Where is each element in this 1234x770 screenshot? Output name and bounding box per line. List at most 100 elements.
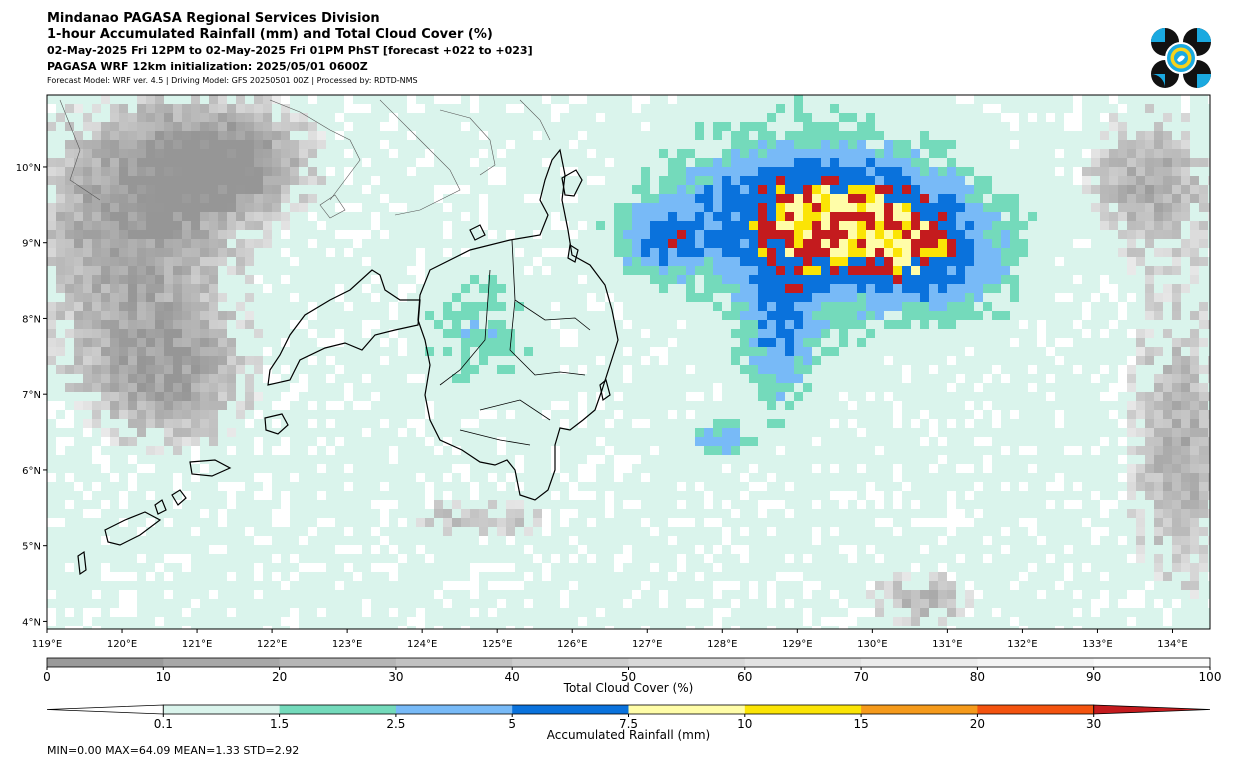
coastline-segment [319,194,346,219]
rain-colorbar-tick-label: 5 [508,717,516,731]
cloud-colorbar-segment [395,658,513,667]
rain-colorbar-segment [163,705,281,714]
cloud-colorbar-tick-label: 20 [272,670,287,684]
coastline-segment [264,413,289,435]
lon-tick-label: 122°E [257,639,287,650]
lon-tick-label: 126°E [557,639,587,650]
rain-colorbar-tick-label: 1.5 [270,717,289,731]
init-time: PAGASA WRF 12km initialization: 2025/05/… [47,60,368,73]
rain-colorbar-segment [279,705,397,714]
lon-tick-label: 134°E [1157,639,1187,650]
cloud-colorbar-segment [47,658,164,667]
coastline-segment [561,169,583,197]
rainfall-colorbar: 0.1 1.5 2.5 5 7.5 10 15 20 30 Accumulated Rainfal… [46,704,1211,742]
latitude-ticks: 4°N 5°N 6°N 7°N 8°N 9°N 10°N [16,163,47,628]
lon-tick-label: 132°E [1007,639,1037,650]
cloud-colorbar-segment [628,658,746,667]
rain-colorbar-min-extension [46,704,164,715]
rain-colorbar-segment [744,705,862,714]
cloud-colorbar-segment [512,658,629,667]
lon-tick-label: 130°E [857,639,887,650]
lon-tick-label: 119°E [32,639,62,650]
rain-colorbar-segment [861,705,978,714]
coastline-segment [379,99,461,216]
rain-colorbar-segment [395,705,513,714]
cloud-colorbar-tick-label: 100 [1199,670,1222,684]
lat-tick-label: 7°N [22,390,41,401]
title-region: Mindanao PAGASA Regional Services Divisi… [47,11,380,26]
coastline-segment [59,99,101,201]
coastline-segment [267,269,421,386]
lon-tick-label: 125°E [482,639,512,650]
cloud-colorbar-segment [861,658,978,667]
pagasa-logo [1151,28,1211,88]
lon-tick-label: 123°E [332,639,362,650]
admin-boundary [511,239,591,331]
coastline-segment [469,224,486,241]
lat-tick-label: 4°N [22,617,41,628]
rain-colorbar-tick-label: 2.5 [386,717,405,731]
rain-colorbar-tick-label: 0.1 [154,717,173,731]
coastline-segment [519,99,551,141]
rain-colorbar-segment [628,705,746,714]
coastline-segment [171,489,187,506]
coastline-layer [59,99,619,576]
lon-tick-label: 129°E [782,639,812,650]
coastline-segment [417,148,619,501]
coastline-segment [77,550,87,576]
coastline-segment [104,511,162,546]
lon-tick-label: 128°E [707,639,737,650]
cloud-colorbar-tick-label: 70 [853,670,868,684]
lon-tick-label: 120°E [107,639,137,650]
cloud-colorbar-segment [279,658,397,667]
admin-boundary [479,399,551,421]
lon-tick-label: 131°E [932,639,962,650]
cloud-colorbar-tick-label: 90 [1086,670,1101,684]
cloud-colorbar-segment [1093,658,1211,667]
admin-boundary [439,269,491,386]
coastline-segment [567,244,579,263]
rain-colorbar-tick-label: 30 [1086,717,1101,731]
rain-colorbar-tick-label: 7.5 [619,717,638,731]
rain-colorbar-segment [512,705,629,714]
rain-colorbar-tick-label: 10 [737,717,752,731]
lat-tick-label: 10°N [16,163,41,174]
lat-tick-label: 6°N [22,466,41,477]
cloud-colorbar-tick-label: 0 [43,670,51,684]
model-info: Forecast Model: WRF ver. 4.5 | Driving M… [47,76,418,85]
cloud-colorbar-tick-label: 50 [621,670,636,684]
cloud-cover-colorbar: 0 10 20 30 40 50 60 70 80 90 100 Total Cloud Cover … [43,657,1222,695]
title-product: 1-hour Accumulated Rainfall (mm) and Tot… [47,27,493,42]
visayas-coastline [59,99,551,219]
lon-tick-label: 127°E [632,639,662,650]
rain-colorbar-max-extension [1093,704,1211,715]
cloud-colorbar-tick-label: 40 [505,670,520,684]
cloud-colorbar-tick-label: 10 [156,670,171,684]
coastline-segment [154,499,167,515]
cloud-colorbar-tick-label: 60 [737,670,752,684]
lon-tick-label: 121°E [182,639,212,650]
cloud-colorbar-segment [744,658,862,667]
admin-boundaries [439,239,591,446]
cloud-colorbar-tick-label: 30 [388,670,403,684]
coastline-segment [189,459,232,477]
admin-boundary [509,299,586,376]
coastline-segment [439,109,496,176]
coastline-segment [599,378,611,402]
cloud-colorbar-segment [163,658,281,667]
rain-colorbar-tick-label: 15 [853,717,868,731]
rain-colorbar-tick-label: 20 [970,717,985,731]
lon-tick-label: 133°E [1082,639,1112,650]
rain-colorbar-label: Accumulated Rainfall (mm) [547,728,710,742]
rain-cloud-field [47,95,1210,629]
admin-boundary [459,429,531,446]
map-frame [46,94,1211,630]
longitude-ticks: 119°E 120°E 121°E 122°E 123°E 124°E 125°E 126°E… [32,629,1188,650]
cloud-colorbar-segment [977,658,1095,667]
cloud-colorbar-tick-label: 80 [970,670,985,684]
lat-tick-label: 5°N [22,542,41,553]
lat-tick-label: 9°N [22,239,41,250]
rain-colorbar-segment [977,705,1095,714]
lon-tick-label: 124°E [407,639,437,650]
